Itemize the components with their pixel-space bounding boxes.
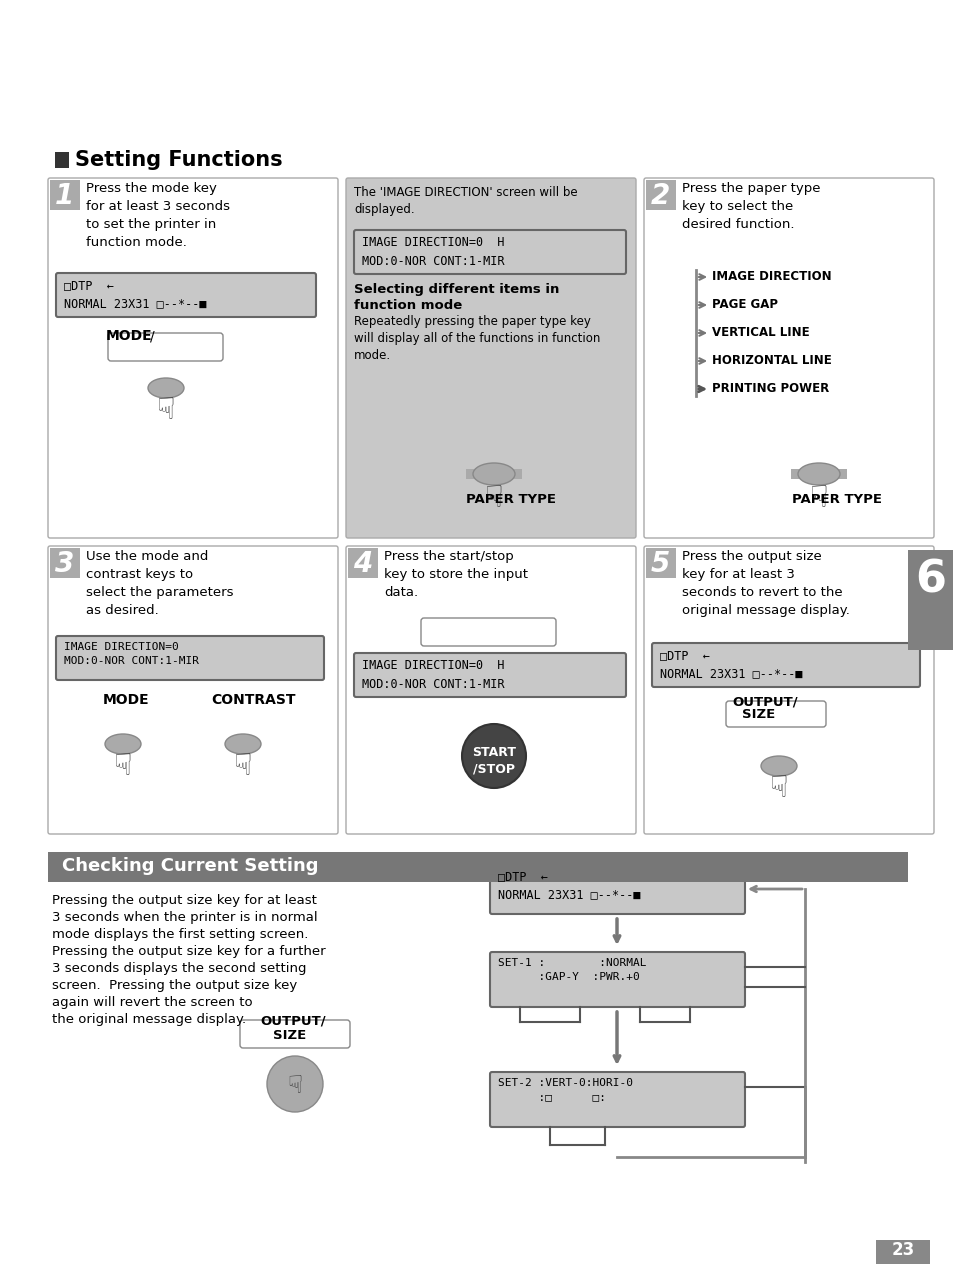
- Text: ☟: ☟: [484, 484, 503, 513]
- FancyBboxPatch shape: [490, 952, 744, 1006]
- Bar: [512, 469, 521, 479]
- Text: IMAGE DIRECTION=0  H
MOD:0-NOR CONT:1-MIR: IMAGE DIRECTION=0 H MOD:0-NOR CONT:1-MIR: [361, 236, 504, 268]
- Text: 2: 2: [650, 182, 670, 210]
- Text: Press the output size
key for at least 3
seconds to revert to the
original messa: Press the output size key for at least 3…: [681, 550, 849, 617]
- Text: ☟: ☟: [113, 752, 132, 781]
- FancyBboxPatch shape: [651, 643, 919, 687]
- Circle shape: [461, 724, 525, 789]
- Text: Setting Functions: Setting Functions: [75, 150, 282, 169]
- FancyBboxPatch shape: [240, 1020, 350, 1049]
- Text: ☟: ☟: [769, 775, 787, 803]
- Text: SIZE: SIZE: [741, 708, 775, 721]
- Text: Press the paper type
key to select the
desired function.: Press the paper type key to select the d…: [681, 182, 820, 231]
- FancyBboxPatch shape: [643, 547, 933, 834]
- Polygon shape: [645, 180, 676, 210]
- Ellipse shape: [797, 462, 840, 485]
- FancyBboxPatch shape: [490, 1071, 744, 1127]
- Text: ☟: ☟: [809, 484, 827, 513]
- Text: VERTICAL LINE: VERTICAL LINE: [711, 326, 809, 339]
- Text: IMAGE DIRECTION=0  H
MOD:0-NOR CONT:1-MIR: IMAGE DIRECTION=0 H MOD:0-NOR CONT:1-MIR: [361, 659, 504, 691]
- Text: Pressing the output size key for a further: Pressing the output size key for a furth…: [52, 945, 325, 958]
- Bar: [55, 152, 69, 168]
- Circle shape: [267, 1056, 323, 1112]
- Text: 1: 1: [55, 182, 74, 210]
- Text: Pressing the output size key for at least: Pressing the output size key for at leas…: [52, 894, 316, 907]
- Text: □DTP  ←
NORMAL 23X31 □--*--■: □DTP ← NORMAL 23X31 □--*--■: [64, 279, 206, 311]
- Ellipse shape: [473, 462, 515, 485]
- Text: 5: 5: [650, 550, 670, 578]
- Text: OUTPUT/: OUTPUT/: [260, 1015, 325, 1028]
- Polygon shape: [348, 548, 377, 578]
- Text: 3 seconds when the printer is in normal: 3 seconds when the printer is in normal: [52, 911, 317, 924]
- FancyBboxPatch shape: [48, 178, 337, 538]
- Text: the original message display.: the original message display.: [52, 1013, 246, 1026]
- Text: Use the mode and
contrast keys to
select the parameters
as desired.: Use the mode and contrast keys to select…: [86, 550, 233, 617]
- Text: Selecting different items in: Selecting different items in: [354, 283, 558, 296]
- Text: 3: 3: [55, 550, 74, 578]
- Text: MODE: MODE: [103, 693, 150, 707]
- Text: HORIZONTAL LINE: HORIZONTAL LINE: [711, 354, 831, 367]
- Text: □DTP  ←
NORMAL 23X31 □--*--■: □DTP ← NORMAL 23X31 □--*--■: [659, 648, 801, 680]
- Text: MODE: MODE: [106, 329, 152, 343]
- Bar: [790, 469, 801, 479]
- Text: IMAGE DIRECTION: IMAGE DIRECTION: [711, 270, 831, 283]
- FancyBboxPatch shape: [643, 178, 933, 538]
- Ellipse shape: [105, 734, 141, 754]
- FancyBboxPatch shape: [346, 547, 636, 834]
- Ellipse shape: [760, 755, 796, 776]
- Text: SIZE: SIZE: [273, 1029, 306, 1042]
- FancyBboxPatch shape: [420, 618, 556, 646]
- FancyBboxPatch shape: [108, 333, 223, 361]
- Text: Repeatedly pressing the paper type key
will display all of the functions in func: Repeatedly pressing the paper type key w…: [354, 315, 599, 362]
- Text: 4: 4: [353, 550, 372, 578]
- Text: PAGE GAP: PAGE GAP: [711, 298, 778, 311]
- Text: CONTRAST: CONTRAST: [211, 693, 295, 707]
- FancyBboxPatch shape: [725, 701, 825, 727]
- Text: screen.  Pressing the output size key: screen. Pressing the output size key: [52, 978, 297, 992]
- Text: 6: 6: [915, 558, 945, 601]
- Text: ☟: ☟: [233, 752, 252, 781]
- FancyBboxPatch shape: [346, 178, 636, 538]
- Polygon shape: [50, 180, 80, 210]
- Ellipse shape: [225, 734, 261, 754]
- Polygon shape: [645, 548, 676, 578]
- FancyBboxPatch shape: [56, 273, 315, 317]
- Text: OUTPUT/: OUTPUT/: [731, 696, 797, 708]
- Text: START
/STOP: START /STOP: [472, 747, 516, 775]
- Bar: [875, 1240, 929, 1264]
- Text: 23: 23: [890, 1241, 914, 1259]
- Text: Press the mode key
for at least 3 seconds
to set the printer in
function mode.: Press the mode key for at least 3 second…: [86, 182, 230, 248]
- FancyBboxPatch shape: [354, 654, 625, 697]
- Text: PAPER TYPE: PAPER TYPE: [791, 493, 882, 506]
- Text: □DTP  ←
NORMAL 23X31 □--*--■: □DTP ← NORMAL 23X31 □--*--■: [497, 870, 639, 902]
- Bar: [465, 469, 476, 479]
- Text: again will revert the screen to: again will revert the screen to: [52, 996, 253, 1009]
- Ellipse shape: [148, 378, 184, 397]
- Text: The 'IMAGE DIRECTION' screen will be
displayed.: The 'IMAGE DIRECTION' screen will be dis…: [354, 186, 577, 217]
- Text: PAPER TYPE: PAPER TYPE: [465, 493, 556, 506]
- FancyBboxPatch shape: [48, 547, 337, 834]
- Text: SET-1 :        :NORMAL
      :GAP-Y  :PWR.+0: SET-1 : :NORMAL :GAP-Y :PWR.+0: [497, 958, 646, 982]
- Text: IMAGE DIRECTION=0
MOD:0-NOR CONT:1-MIR: IMAGE DIRECTION=0 MOD:0-NOR CONT:1-MIR: [64, 642, 199, 666]
- FancyBboxPatch shape: [56, 636, 324, 680]
- FancyBboxPatch shape: [354, 231, 625, 274]
- Bar: [907, 550, 953, 650]
- Text: Press the start/stop
key to store the input
data.: Press the start/stop key to store the in…: [384, 550, 527, 599]
- Bar: [48, 852, 907, 882]
- Text: /: /: [150, 329, 154, 343]
- Text: SET-2 :VERT-0:HORI-0
      :□      □:: SET-2 :VERT-0:HORI-0 :□ □:: [497, 1078, 633, 1102]
- Text: 3 seconds displays the second setting: 3 seconds displays the second setting: [52, 962, 306, 975]
- Text: ☟: ☟: [156, 396, 175, 426]
- Bar: [836, 469, 846, 479]
- FancyBboxPatch shape: [490, 864, 744, 913]
- Text: Checking Current Setting: Checking Current Setting: [62, 857, 318, 875]
- Text: mode displays the first setting screen.: mode displays the first setting screen.: [52, 927, 308, 941]
- Text: function mode: function mode: [354, 299, 462, 312]
- Polygon shape: [50, 548, 80, 578]
- Text: PRINTING POWER: PRINTING POWER: [711, 382, 828, 395]
- Text: ☟: ☟: [287, 1074, 302, 1098]
